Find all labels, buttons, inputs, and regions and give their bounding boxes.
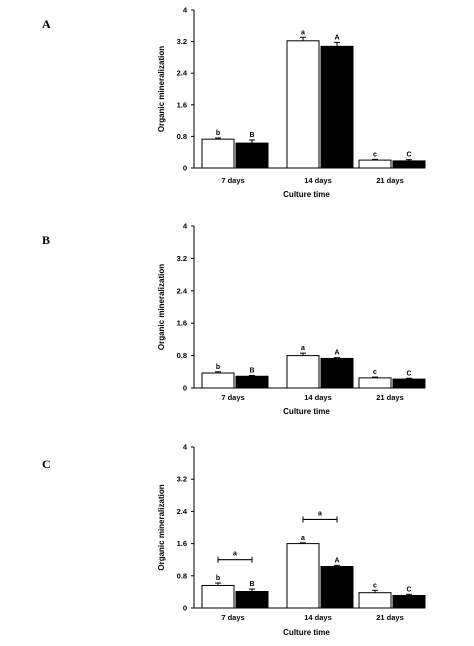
bar — [320, 357, 354, 389]
y-tick-label: 2.4 — [177, 507, 188, 516]
y-axis-title: Organic mineralization — [157, 484, 166, 570]
significance-letter: A — [334, 557, 339, 564]
bar — [235, 590, 269, 609]
x-axis-title: Culture time — [283, 190, 330, 199]
y-tick-label: 3.2 — [177, 254, 187, 263]
panel-label: B — [42, 233, 50, 247]
y-tick-label: 2.4 — [177, 69, 188, 78]
y-tick-label: 0.8 — [177, 571, 187, 580]
bar — [235, 375, 269, 389]
bar — [235, 142, 269, 169]
panel-label: A — [42, 17, 51, 31]
significance-letter: c — [373, 369, 377, 376]
y-tick-label: 1.6 — [177, 100, 187, 109]
y-tick-label: 1.6 — [177, 319, 187, 328]
x-category-label: 21 days — [376, 613, 404, 622]
significance-letter: b — [216, 575, 220, 582]
y-tick-label: 3.2 — [177, 37, 187, 46]
y-tick-label: 0 — [183, 604, 187, 613]
y-tick-label: 4 — [183, 443, 188, 452]
x-category-label: 14 days — [304, 393, 332, 402]
significance-letter: A — [334, 34, 339, 41]
x-category-label: 7 days — [221, 176, 244, 185]
y-tick-label: 0 — [183, 384, 187, 393]
x-axis-title: Culture time — [283, 628, 330, 637]
x-category-label: 7 days — [221, 613, 244, 622]
x-category-label: 21 days — [376, 176, 404, 185]
bar — [286, 355, 320, 389]
bar — [286, 40, 320, 169]
significance-letter: a — [301, 345, 305, 352]
y-tick-label: 3.2 — [177, 475, 187, 484]
bar — [201, 584, 235, 609]
y-tick-label: 0.8 — [177, 132, 187, 141]
significance-letter: b — [216, 364, 220, 371]
comparison-label: a — [233, 551, 237, 558]
y-tick-label: 1.6 — [177, 539, 187, 548]
bar — [392, 160, 426, 169]
bar — [392, 378, 426, 389]
significance-letter: B — [249, 367, 254, 374]
significance-letter: c — [373, 582, 377, 589]
chart-panel-c: C 0 0.8 1.6 2.4 3.2 4 Organic mineralization b a c… — [42, 443, 426, 637]
significance-letter: A — [334, 350, 339, 357]
bar — [358, 377, 392, 389]
y-tick-label: 2.4 — [177, 286, 188, 295]
bar — [358, 159, 392, 169]
y-tick-label: 4 — [183, 222, 188, 231]
bar — [392, 595, 426, 609]
bar — [201, 372, 235, 389]
bar — [320, 566, 354, 609]
x-category-label: 14 days — [304, 613, 332, 622]
significance-letter: C — [406, 586, 411, 593]
x-category-label: 7 days — [221, 393, 244, 402]
y-tick-label: 4 — [183, 6, 188, 15]
x-axis-title: Culture time — [283, 407, 330, 416]
significance-letter: C — [406, 370, 411, 377]
panel-label: C — [42, 457, 51, 471]
y-axis-title: Organic mineralization — [157, 264, 166, 350]
significance-letter: B — [249, 581, 254, 588]
significance-letter: B — [249, 132, 254, 139]
significance-letter: C — [406, 152, 411, 159]
chart-panel-a: A 0 0.8 1.6 2.4 3.2 4 Organic mineralization b a c… — [42, 6, 426, 199]
bar — [201, 138, 235, 169]
bar — [320, 45, 354, 169]
bar — [358, 592, 392, 609]
significance-letter: c — [373, 151, 377, 158]
y-tick-label: 0.8 — [177, 351, 187, 360]
y-axis-title: Organic mineralization — [157, 46, 166, 132]
bar — [286, 543, 320, 609]
comparison-label: a — [318, 510, 322, 517]
significance-letter: a — [301, 535, 305, 542]
x-category-label: 21 days — [376, 393, 404, 402]
significance-letter: b — [216, 130, 220, 137]
y-tick-label: 0 — [183, 164, 187, 173]
significance-letter: a — [301, 29, 305, 36]
x-category-label: 14 days — [304, 176, 332, 185]
chart-panel-b: B 0 0.8 1.6 2.4 3.2 4 Organic mineralization b a c… — [42, 222, 426, 416]
